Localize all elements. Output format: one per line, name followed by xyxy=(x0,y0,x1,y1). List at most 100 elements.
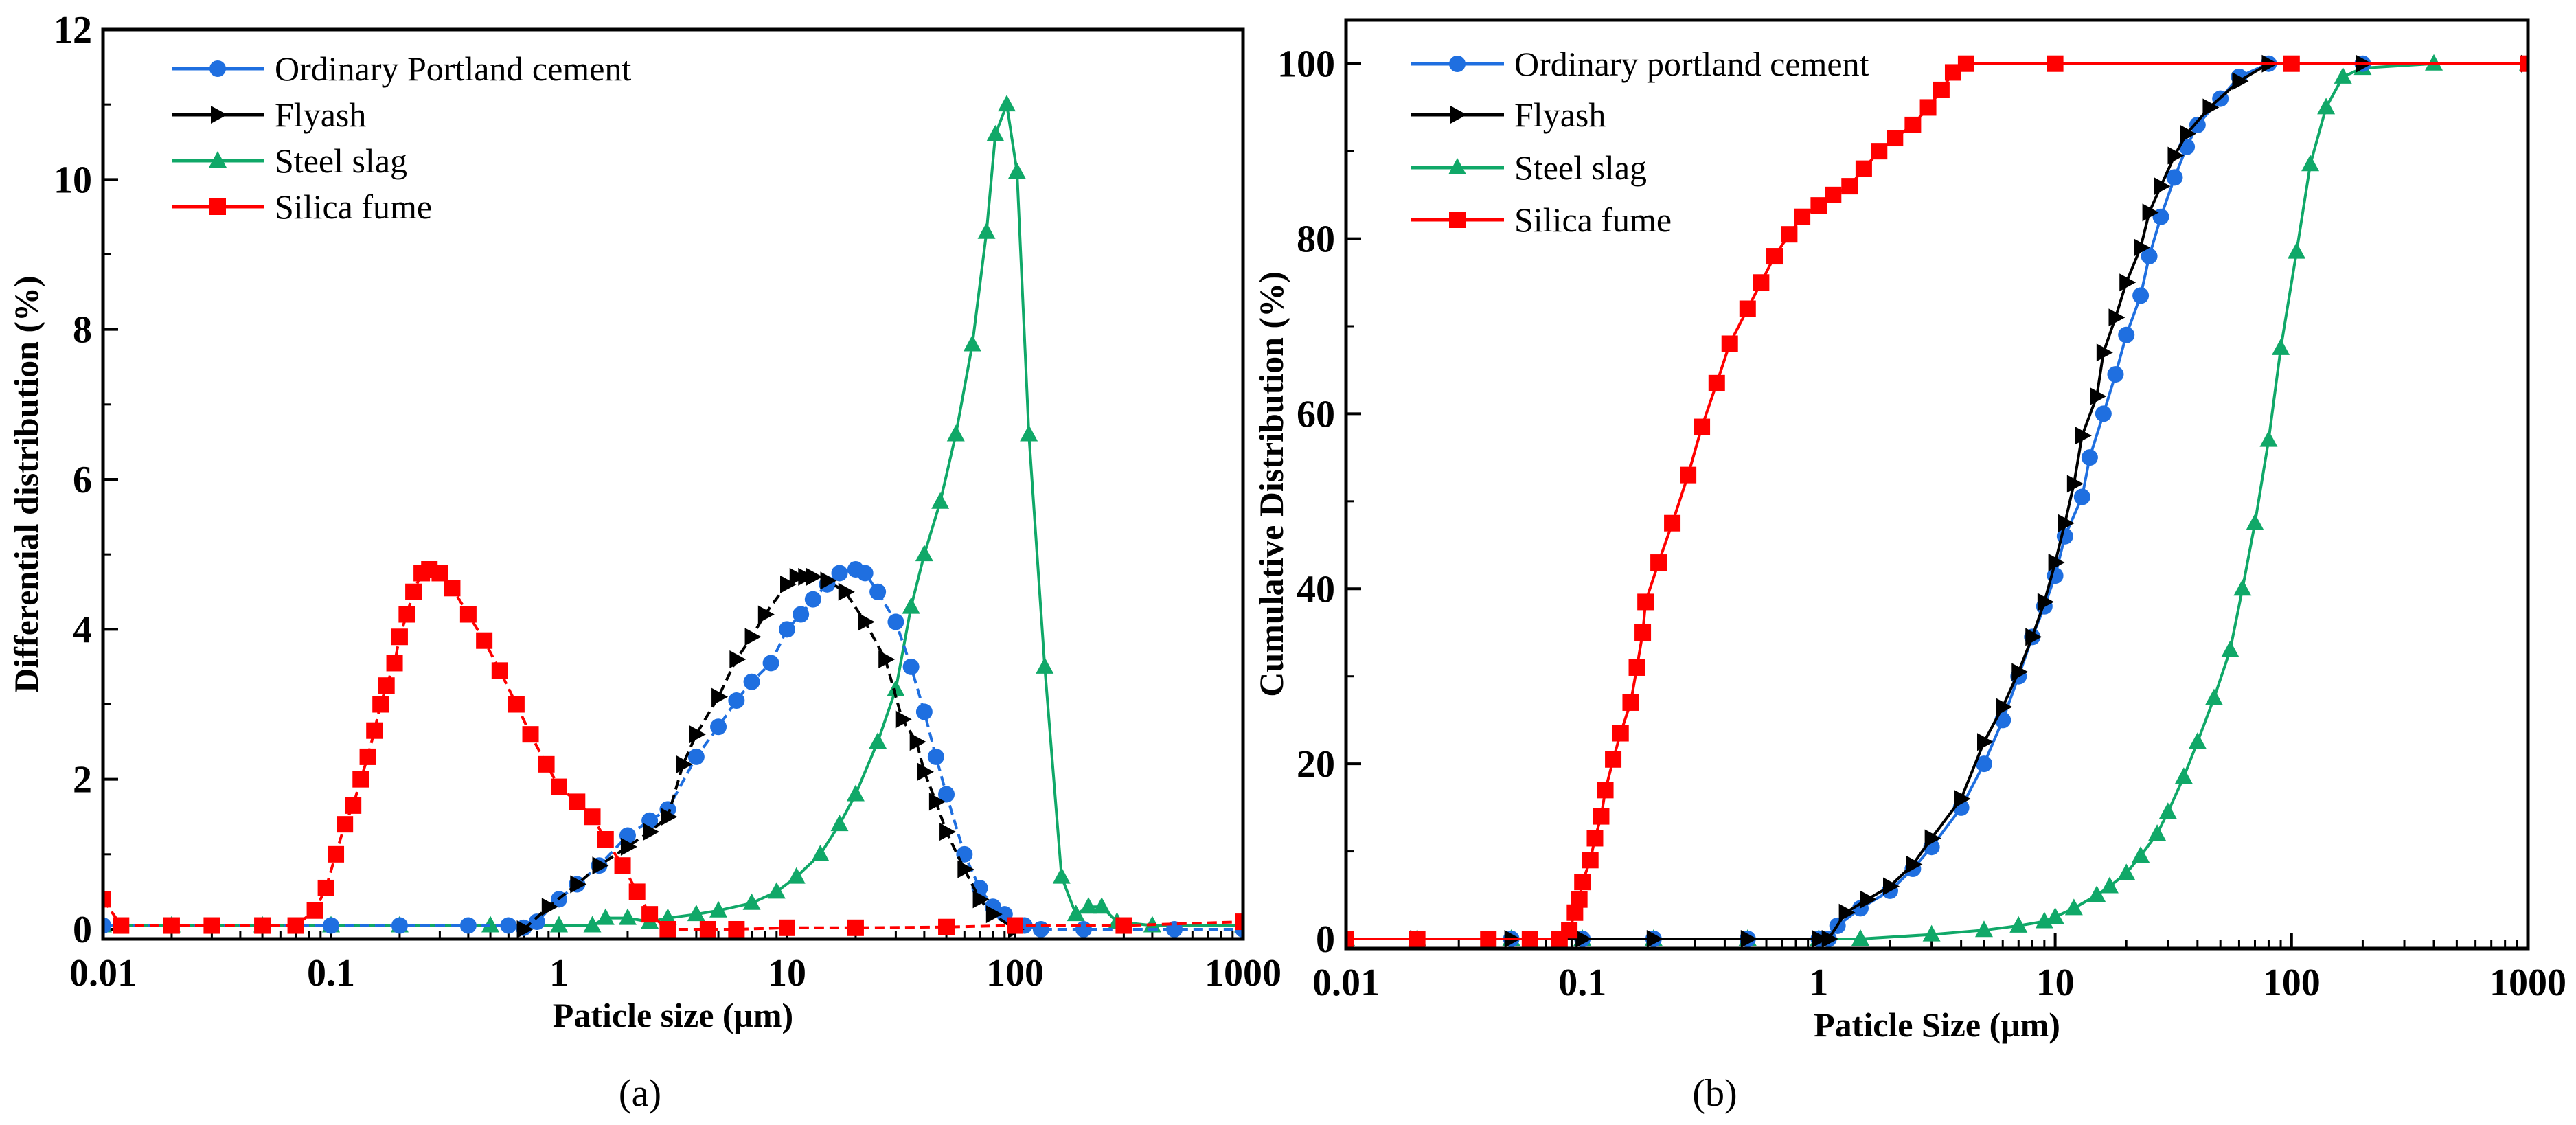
data-point-slag xyxy=(596,908,615,925)
legend-marker-square-icon xyxy=(1449,212,1466,228)
data-point-slag xyxy=(846,784,865,802)
data-point-silica xyxy=(1007,917,1023,934)
legend-label: Silica fume xyxy=(1514,201,1672,239)
data-point-silica xyxy=(366,722,383,739)
legend-marker-triangle-right-icon xyxy=(1450,106,1467,124)
data-point-silica xyxy=(203,917,220,934)
data-point-opc xyxy=(831,565,848,582)
data-point-flyash xyxy=(620,837,637,856)
data-point-opc xyxy=(1075,921,1092,938)
y-tick-label: 80 xyxy=(1297,218,1335,261)
data-point-slag xyxy=(2334,67,2352,84)
data-point-slag xyxy=(887,679,905,696)
data-point-opc xyxy=(743,673,760,690)
data-point-slag xyxy=(2046,907,2064,924)
data-point-slag xyxy=(830,815,849,832)
data-point-slag xyxy=(2158,802,2177,819)
data-point-flyash xyxy=(2154,177,2171,196)
data-point-silica xyxy=(2283,55,2300,72)
data-point-silica xyxy=(1628,659,1645,676)
data-point-slag xyxy=(2117,863,2136,880)
series-line-slag xyxy=(103,103,1243,927)
data-point-silica xyxy=(1781,226,1798,243)
x-tick-label: 1000 xyxy=(1205,952,1281,995)
data-point-silica xyxy=(1115,917,1132,934)
data-point-flyash xyxy=(689,725,706,744)
data-point-flyash xyxy=(570,875,587,894)
y-tick-label: 60 xyxy=(1297,393,1335,435)
x-tick-label: 0.1 xyxy=(1558,962,1606,1004)
y-tick-label: 0 xyxy=(1316,918,1335,961)
data-point-slag xyxy=(2288,242,2306,259)
data-point-flyash xyxy=(2090,387,2107,405)
data-point-slag xyxy=(963,334,981,352)
data-point-slag xyxy=(931,492,950,509)
data-point-flyash xyxy=(789,567,806,586)
data-point-silica xyxy=(491,662,508,679)
y-tick-label: 4 xyxy=(73,609,92,651)
data-point-flyash xyxy=(2134,238,2151,257)
data-point-slag xyxy=(618,908,637,925)
data-point-slag xyxy=(2301,155,2320,172)
series-slag xyxy=(1346,54,2528,946)
data-point-flyash xyxy=(909,733,926,751)
data-point-silica xyxy=(1521,931,1538,947)
data-point-opc xyxy=(2107,366,2124,383)
legend-item-opc: Ordinary portland cement xyxy=(1411,45,1869,83)
data-point-opc xyxy=(869,583,887,600)
data-point-silica xyxy=(431,565,448,582)
data-point-flyash xyxy=(780,575,797,593)
legend: Ordinary portland cement Flyash Steel slag… xyxy=(1411,45,1869,239)
data-point-silica xyxy=(699,921,716,938)
data-point-flyash xyxy=(1996,698,2013,716)
legend-label: Flyash xyxy=(1514,95,1606,134)
data-point-opc xyxy=(687,748,705,765)
panel-caption: (b) xyxy=(1692,1072,1737,1115)
data-point-flyash xyxy=(1954,790,1971,808)
data-point-silica xyxy=(1605,751,1622,768)
data-point-flyash xyxy=(2011,663,2029,681)
data-point-silica xyxy=(476,632,493,649)
data-point-slag xyxy=(2204,688,2223,705)
data-point-flyash xyxy=(2025,628,2042,646)
legend-label: Ordinary portland cement xyxy=(1514,45,1869,83)
y-tick-label: 6 xyxy=(73,459,92,501)
data-point-silica xyxy=(254,917,271,934)
data-point-flyash xyxy=(1976,733,1994,751)
y-tick-label: 10 xyxy=(54,159,92,201)
data-point-opc xyxy=(902,658,920,675)
data-point-silica xyxy=(551,778,567,795)
data-point-silica xyxy=(569,793,586,810)
y-tick-label: 12 xyxy=(54,9,92,52)
data-point-opc xyxy=(391,917,408,934)
data-point-silica xyxy=(1561,922,1578,939)
data-point-silica xyxy=(459,606,477,623)
data-point-silica xyxy=(444,580,461,597)
data-point-slag xyxy=(2246,513,2264,530)
data-point-silica xyxy=(1841,178,1858,195)
data-point-slag xyxy=(1020,424,1038,442)
data-point-flyash xyxy=(838,582,855,601)
data-point-flyash xyxy=(1906,855,1923,874)
data-point-slag xyxy=(1079,897,1097,914)
y-axis-title: Differential distribution (%) xyxy=(7,275,45,692)
data-point-opc xyxy=(2166,169,2183,186)
data-point-silica xyxy=(1739,300,1756,317)
chart-panel-b: 0.01 0.1 1 10 100 1000 0 20 40 60 80 100 Paticle Siz… xyxy=(1252,18,2566,1115)
data-point-flyash xyxy=(2075,427,2092,445)
data-point-silica xyxy=(1694,418,1711,435)
series-line-slag xyxy=(1346,62,2528,940)
y-tick-label: 100 xyxy=(1277,43,1335,86)
data-point-silica xyxy=(306,902,323,919)
data-point-silica xyxy=(386,655,403,672)
series-line-silica xyxy=(103,568,1243,931)
data-point-opc xyxy=(762,655,779,672)
data-point-flyash xyxy=(661,808,678,826)
data-point-flyash xyxy=(643,823,660,841)
data-point-silica xyxy=(1409,931,1426,947)
data-point-opc xyxy=(779,621,795,638)
legend-item-silica: Silica fume xyxy=(172,188,432,226)
legend-item-slag: Steel slag xyxy=(172,141,407,180)
data-point-slag xyxy=(902,597,920,614)
data-point-flyash xyxy=(1646,930,1663,948)
